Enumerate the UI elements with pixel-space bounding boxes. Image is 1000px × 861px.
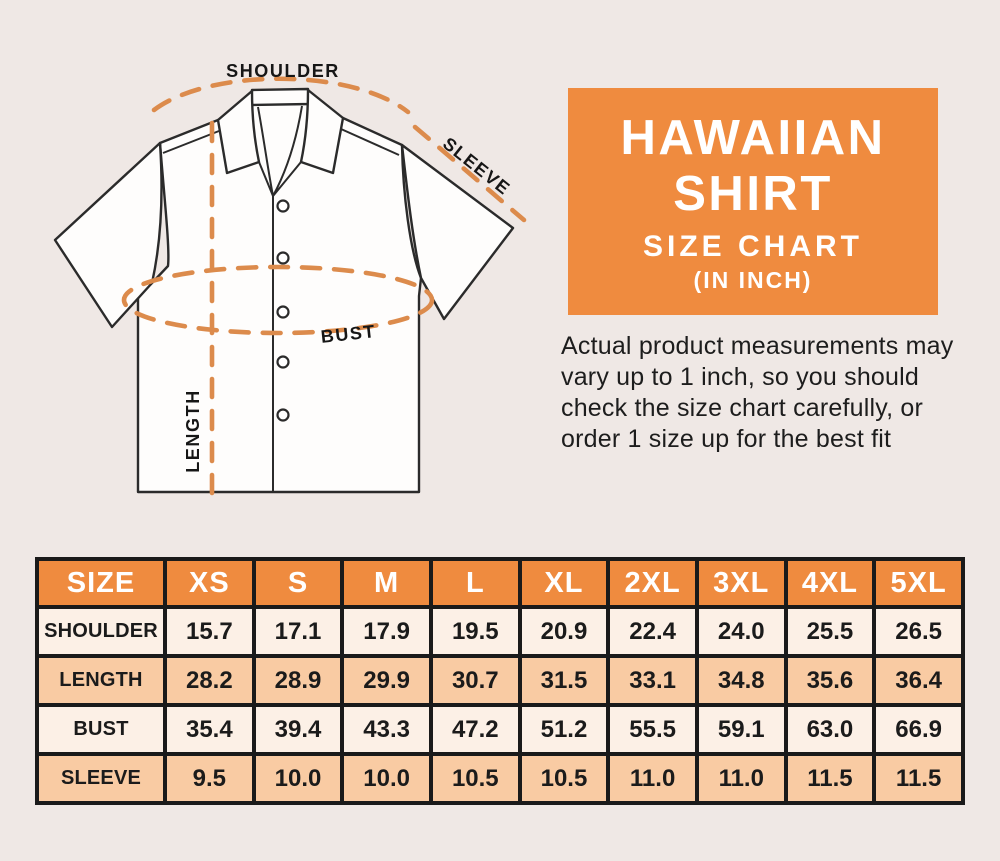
lapel-right-edge — [272, 105, 303, 197]
size-header-cell: SIZE — [35, 557, 167, 609]
size-column-header: M — [340, 557, 433, 609]
measurement-row-label: BUST — [35, 703, 167, 756]
measurement-value-cell: 11.5 — [872, 752, 965, 805]
size-column-header: XL — [517, 557, 611, 609]
measurement-value-cell: 9.5 — [163, 752, 256, 805]
measurement-value-cell: 43.3 — [340, 703, 433, 756]
measurement-value-cell: 17.1 — [251, 605, 345, 658]
buttons — [276, 199, 290, 422]
measurement-value-cell: 10.0 — [340, 752, 433, 805]
size-column-header: 2XL — [606, 557, 699, 609]
measurement-value-cell: 47.2 — [428, 703, 522, 756]
measurement-value-cell: 11.5 — [783, 752, 877, 805]
measurement-value-cell: 28.2 — [163, 654, 256, 707]
measurement-value-cell: 10.0 — [251, 752, 345, 805]
left-yoke-seam — [162, 130, 220, 154]
title-line-1: HAWAIIAN — [620, 110, 886, 165]
size-column-header: L — [428, 557, 522, 609]
measurement-value-cell: 25.5 — [783, 605, 877, 658]
right-yoke-seam — [340, 128, 400, 156]
measurement-value-cell: 24.0 — [694, 605, 788, 658]
measurement-value-cell: 29.9 — [340, 654, 433, 707]
shoulder-measure-line — [151, 76, 411, 115]
size-table-row: LENGTH 28.2 28.9 29.9 30.7 31.5 33.1 34.8 35.6 36… — [35, 654, 965, 707]
measurement-value-cell: 11.0 — [694, 752, 788, 805]
measurement-value-cell: 20.9 — [517, 605, 611, 658]
sleeve-measure-line — [412, 124, 527, 223]
collar-band — [248, 87, 312, 107]
button — [276, 355, 290, 369]
bust-measure-ellipse — [121, 264, 435, 336]
button — [276, 199, 290, 213]
measurement-value-cell: 34.8 — [694, 654, 788, 707]
collar-right-leaf — [299, 88, 345, 175]
size-table: SIZE XS S M L XL 2XL 3XL 4XL 5XL SHOULDER 15.7 17.1 1… — [35, 557, 965, 805]
measurement-value-cell: 55.5 — [606, 703, 699, 756]
subtitle: SIZE CHART — [643, 229, 863, 263]
measurement-row-label: LENGTH — [35, 654, 167, 707]
measurement-value-cell: 17.9 — [340, 605, 433, 658]
size-column-header: 3XL — [694, 557, 788, 609]
measurement-value-cell: 63.0 — [783, 703, 877, 756]
measurement-value-cell: 10.5 — [428, 752, 522, 805]
shirt-body — [136, 99, 423, 494]
size-table-row: BUST 35.4 39.4 43.3 47.2 51.2 55.5 59.1 63.0 66.9 — [35, 703, 965, 756]
lapel-left-edge — [257, 106, 274, 197]
measurement-value-cell: 35.6 — [783, 654, 877, 707]
size-column-header: 5XL — [872, 557, 965, 609]
collar-left-leaf — [216, 89, 261, 175]
measurement-value-cell: 11.0 — [606, 752, 699, 805]
unit-note: (IN INCH) — [693, 266, 813, 293]
measurement-value-cell: 59.1 — [694, 703, 788, 756]
size-column-header: S — [251, 557, 345, 609]
size-table-row: SLEEVE 9.5 10.0 10.0 10.5 10.5 11.0 11.0 11.5 11.… — [35, 752, 965, 805]
measurement-value-cell: 39.4 — [251, 703, 345, 756]
measurement-value-cell: 10.5 — [517, 752, 611, 805]
shirt-left-sleeve — [53, 141, 163, 329]
measurement-value-cell: 33.1 — [606, 654, 699, 707]
measurement-value-cell: 30.7 — [428, 654, 522, 707]
measurement-value-cell: 36.4 — [872, 654, 965, 707]
fit-note-text: Actual product measurements may vary up … — [561, 332, 954, 453]
size-column-header: XS — [163, 557, 256, 609]
button — [276, 305, 290, 319]
measurement-row-label: SHOULDER — [35, 605, 167, 658]
title-panel: HAWAIIAN SHIRT SIZE CHART (IN INCH) — [568, 88, 938, 315]
size-table-row: SHOULDER 15.7 17.1 17.9 19.5 20.9 22.4 24.0 25.5… — [35, 605, 965, 658]
measurement-value-cell: 66.9 — [872, 703, 965, 756]
button — [276, 408, 290, 422]
measurement-value-cell: 19.5 — [428, 605, 522, 658]
title-line-2: SHIRT — [673, 166, 833, 221]
button — [276, 251, 290, 265]
measurement-value-cell: 31.5 — [517, 654, 611, 707]
measurement-value-cell: 15.7 — [163, 605, 256, 658]
measurement-value-cell: 35.4 — [163, 703, 256, 756]
length-label: LENGTH — [183, 389, 203, 473]
size-column-header: 4XL — [783, 557, 877, 609]
measurement-value-cell: 51.2 — [517, 703, 611, 756]
shoulder-label: SHOULDER — [226, 61, 340, 81]
measurement-row-label: SLEEVE — [35, 752, 167, 805]
measurement-value-cell: 22.4 — [606, 605, 699, 658]
measurement-value-cell: 28.9 — [251, 654, 345, 707]
shirt-right-sleeve — [400, 143, 515, 321]
measurement-value-cell: 26.5 — [872, 605, 965, 658]
size-table-header-row: SIZE XS S M L XL 2XL 3XL 4XL 5XL — [35, 557, 965, 609]
